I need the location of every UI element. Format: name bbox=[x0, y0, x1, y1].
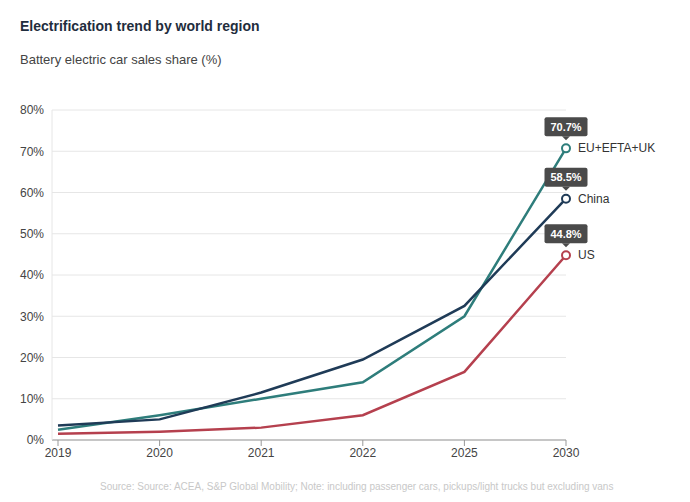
svg-text:EU+EFTA+UK: EU+EFTA+UK bbox=[578, 141, 655, 155]
html-text:Battery electric car sales sha: Battery electric car sales share (%) bbox=[20, 52, 222, 67]
svg-text:80%: 80% bbox=[20, 103, 44, 117]
svg-text:2030: 2030 bbox=[553, 446, 580, 460]
svg-text:40%: 40% bbox=[20, 268, 44, 282]
svg-text:0%: 0% bbox=[27, 433, 45, 447]
svg-text:US: US bbox=[578, 248, 595, 262]
svg-text:2025: 2025 bbox=[451, 446, 478, 460]
svg-text:58.5%: 58.5% bbox=[550, 171, 581, 183]
svg-text:2020: 2020 bbox=[146, 446, 173, 460]
svg-text:60%: 60% bbox=[20, 186, 44, 200]
svg-text:China: China bbox=[578, 192, 610, 206]
svg-text:44.8%: 44.8% bbox=[550, 228, 581, 240]
html-text:Electrification trend by world: Electrification trend by world region bbox=[20, 18, 260, 34]
svg-text:2022: 2022 bbox=[349, 446, 376, 460]
svg-text:2019: 2019 bbox=[45, 446, 72, 460]
svg-text:50%: 50% bbox=[20, 227, 44, 241]
svg-text:10%: 10% bbox=[20, 392, 44, 406]
svg-text:30%: 30% bbox=[20, 310, 44, 324]
svg-text:20%: 20% bbox=[20, 351, 44, 365]
svg-text:70%: 70% bbox=[20, 145, 44, 159]
svg-text:70.7%: 70.7% bbox=[550, 121, 581, 133]
svg-text:2021: 2021 bbox=[248, 446, 275, 460]
html-text:Source: Source: ACEA, S&P Glob: Source: Source: ACEA, S&P Global Mobilit… bbox=[100, 481, 614, 492]
